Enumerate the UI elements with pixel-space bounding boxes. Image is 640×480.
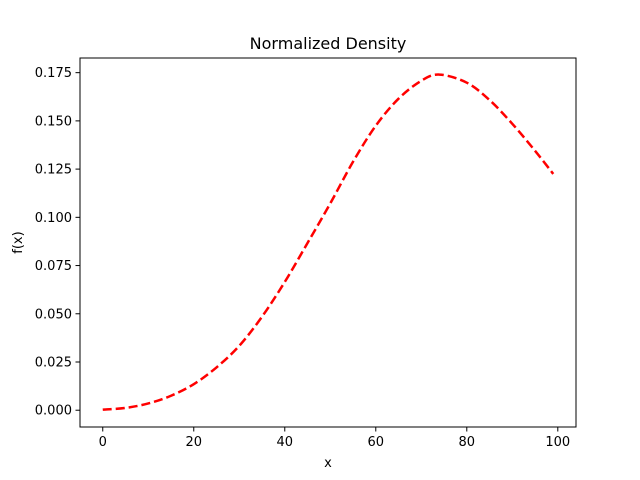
x-tick-label: 40 [276,435,293,450]
y-axis-label: f(x) [11,231,26,253]
y-tick-label: 0.075 [35,259,72,274]
series-layer [102,73,555,411]
x-tick-label: 80 [459,435,476,450]
x-tick-label: 100 [545,435,570,450]
y-tick-label: 0.025 [35,355,72,370]
chart-title: Normalized Density [250,34,407,53]
x-tick-label: 20 [185,435,202,450]
y-tick-label: 0.000 [35,404,72,419]
y-tick-label: 0.150 [35,114,72,129]
y-tick-label: 0.125 [35,163,72,178]
y-axis-ticks: 0.000 0.025 0.050 0.075 0.100 0.125 0.150 0.175 [35,66,80,419]
x-axis-ticks: 0 20 40 60 80 100 [99,427,570,450]
y-tick-label: 0.175 [35,66,72,81]
plot-frame [79,57,577,428]
x-tick-label: 60 [368,435,385,450]
plot-background [80,58,576,427]
series-line [102,73,555,411]
y-tick-label: 0.050 [35,307,72,322]
x-axis-label: x [324,456,332,471]
x-tick-label: 0 [99,435,107,450]
plot-area [79,57,577,428]
y-tick-label: 0.100 [35,211,72,226]
